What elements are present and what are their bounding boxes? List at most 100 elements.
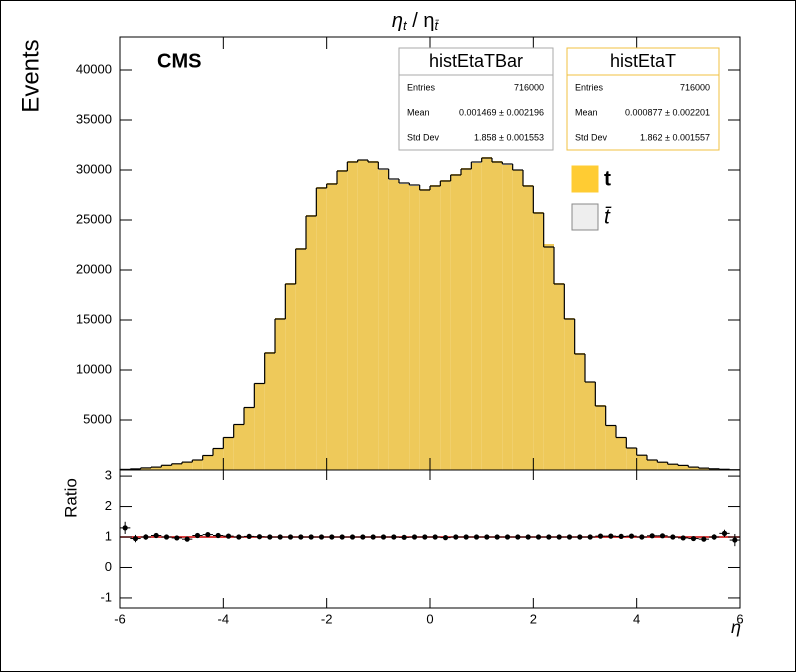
ratio-point: [411, 534, 418, 540]
hist-bar: [636, 455, 647, 470]
ratio-point: [442, 535, 449, 541]
hist-bar: [388, 180, 399, 470]
title-part: t: [403, 18, 408, 33]
stats-box: [398, 47, 554, 151]
ratio-axis-label: Ratio: [61, 478, 80, 518]
ratio-point: [608, 533, 614, 539]
hist-bar: [678, 465, 689, 470]
x-tick-label: -6: [114, 611, 126, 626]
y-tick-label: 0: [105, 559, 112, 574]
hist-bar: [295, 248, 306, 470]
chart-title: ηt / ηt̄: [392, 10, 440, 33]
stats-value: 716000: [680, 82, 710, 92]
hist-bar: [213, 448, 224, 470]
ratio-point: [194, 532, 201, 539]
hist-bar: [419, 189, 430, 470]
hist-bar: [244, 407, 255, 470]
ratio-point: [236, 534, 242, 540]
title-part: t̄: [434, 18, 439, 33]
ratio-point: [225, 533, 232, 539]
hist-bar: [409, 186, 420, 470]
hist-bar: [285, 283, 296, 470]
stats-value: 0.000877 ± 0.002201: [625, 107, 710, 117]
ratio-point: [143, 534, 149, 540]
stats-title: histEtaTBar: [429, 51, 523, 71]
ratio-point: [577, 534, 583, 540]
hist-bar: [254, 383, 265, 470]
ratio-point: [515, 534, 521, 540]
ratio-point: [256, 534, 263, 540]
ratio-point: [453, 534, 459, 540]
stats-value: 1.862 ± 0.001557: [640, 132, 710, 142]
hist-bar: [605, 425, 616, 470]
ratio-point: [484, 534, 490, 540]
ratio-point: [298, 534, 304, 540]
ratio-point: [494, 534, 500, 540]
ratio-point: [153, 532, 159, 539]
ratio-point: [432, 534, 438, 540]
legend-label: t̄: [604, 206, 612, 229]
ratio-point: [184, 536, 190, 542]
hist-bar: [492, 161, 503, 470]
ratio-point: [267, 534, 273, 540]
hist-bar: [306, 215, 317, 470]
hist-bar: [192, 460, 203, 470]
ratio-point: [670, 534, 676, 540]
ratio-point: [360, 534, 366, 540]
ratio-point: [380, 534, 387, 540]
ratio-point: [701, 536, 707, 542]
hist-bar: [378, 170, 389, 470]
ratio-point: [473, 534, 480, 540]
title-part: / η: [407, 10, 435, 32]
ratio-point: [401, 534, 407, 540]
hist-bar: [161, 465, 172, 470]
hist-bar: [357, 160, 368, 470]
ratio-point: [618, 533, 624, 540]
stats-label: Entries: [575, 82, 604, 92]
ratio-point: [391, 534, 397, 540]
ratio-point: [504, 534, 511, 540]
ratio-point: [463, 534, 469, 540]
frame: [119, 469, 741, 609]
hist-bar: [481, 157, 492, 470]
y-tick-label: 35000: [76, 111, 112, 126]
ratio-point: [318, 534, 325, 540]
ratio-point: [308, 534, 314, 540]
ratio-point: [566, 534, 573, 540]
stats-value: 716000: [514, 82, 544, 92]
hist-bar: [430, 185, 441, 470]
x-axis-label: η: [731, 617, 741, 637]
hist-bar: [688, 467, 699, 470]
y-tick-label: 15000: [76, 311, 112, 326]
ratio-point: [639, 534, 645, 540]
ratio-point: [587, 534, 593, 540]
hist-bar: [337, 170, 348, 470]
ratio-point: [556, 534, 562, 540]
hist-bar: [326, 183, 337, 470]
hist-bar: [461, 168, 472, 470]
x-tick-label: 0: [426, 611, 433, 626]
stats-label: Entries: [407, 82, 436, 92]
hist-bar: [554, 283, 565, 470]
hist-bar: [316, 187, 327, 470]
x-tick-label: -2: [321, 611, 333, 626]
stats-label: Std Dev: [575, 132, 608, 142]
hist-bar: [368, 161, 379, 470]
ratio-point: [680, 535, 686, 541]
hist-bar: [140, 468, 151, 470]
ratio-point: [122, 525, 128, 531]
ratio-point: [732, 537, 738, 543]
y-tick-label: 2: [105, 498, 112, 513]
x-tick-label: 6: [736, 611, 743, 626]
ratio-point: [132, 535, 139, 542]
stats-box: [566, 47, 720, 151]
hist-bar: [223, 437, 234, 470]
ratio-point: [339, 534, 345, 540]
ratio-point: [277, 534, 283, 540]
hist-bar: [626, 448, 637, 470]
hist-bar: [564, 318, 575, 470]
hist-bar: [202, 455, 213, 470]
stats-label: Mean: [407, 107, 430, 117]
hist-bar: [450, 174, 461, 470]
